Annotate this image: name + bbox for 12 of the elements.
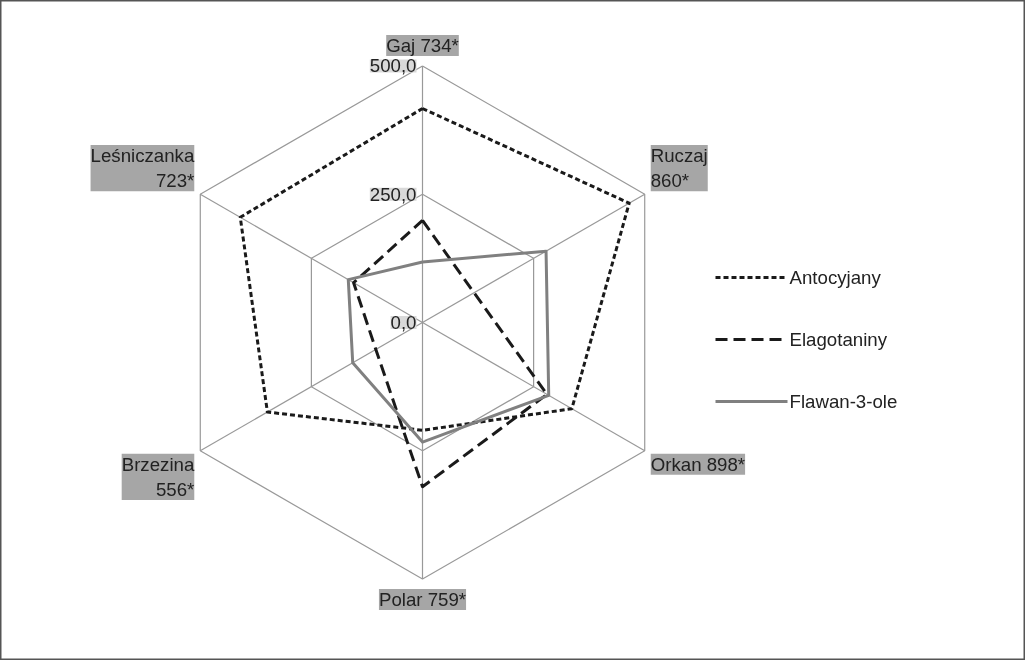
- y-tick-label: 500,0: [369, 55, 417, 77]
- spoke-label: Brzezina 556*: [121, 453, 195, 500]
- spoke-label: Orkan 898*: [650, 453, 746, 475]
- spoke-label: Polar 759*: [378, 589, 467, 611]
- spoke-label: Ruczaj 860*: [650, 145, 708, 192]
- legend-label: Elagotaniny: [789, 329, 888, 350]
- legend-label: Flawan-3-ole: [789, 391, 898, 412]
- spoke-label: Gaj 734*: [386, 34, 459, 56]
- legend-label: Antocyjany: [789, 267, 882, 288]
- y-tick-label: 0,0: [390, 312, 417, 333]
- spoke-label: Leśniczanka 723*: [90, 145, 195, 192]
- y-tick-label: 250,0: [369, 183, 417, 205]
